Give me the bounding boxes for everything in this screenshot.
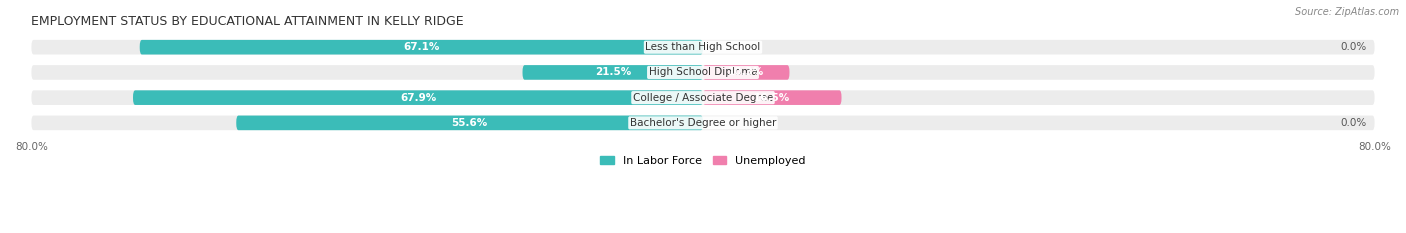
- Text: 55.6%: 55.6%: [451, 118, 488, 128]
- Text: 0.0%: 0.0%: [1340, 42, 1367, 52]
- Text: Source: ZipAtlas.com: Source: ZipAtlas.com: [1295, 7, 1399, 17]
- FancyBboxPatch shape: [703, 90, 842, 105]
- FancyBboxPatch shape: [139, 40, 703, 55]
- Text: Bachelor's Degree or higher: Bachelor's Degree or higher: [630, 118, 776, 128]
- FancyBboxPatch shape: [31, 40, 1375, 55]
- Text: High School Diploma: High School Diploma: [648, 67, 758, 77]
- FancyBboxPatch shape: [31, 116, 1375, 130]
- FancyBboxPatch shape: [523, 65, 703, 80]
- Text: Less than High School: Less than High School: [645, 42, 761, 52]
- FancyBboxPatch shape: [703, 65, 789, 80]
- Text: 16.5%: 16.5%: [754, 93, 790, 103]
- FancyBboxPatch shape: [236, 116, 703, 130]
- Text: 21.5%: 21.5%: [595, 67, 631, 77]
- Text: 67.9%: 67.9%: [399, 93, 436, 103]
- FancyBboxPatch shape: [134, 90, 703, 105]
- Text: 10.3%: 10.3%: [728, 67, 765, 77]
- Legend: In Labor Force, Unemployed: In Labor Force, Unemployed: [596, 151, 810, 171]
- FancyBboxPatch shape: [31, 65, 1375, 80]
- Text: EMPLOYMENT STATUS BY EDUCATIONAL ATTAINMENT IN KELLY RIDGE: EMPLOYMENT STATUS BY EDUCATIONAL ATTAINM…: [31, 15, 464, 28]
- Text: 67.1%: 67.1%: [404, 42, 440, 52]
- Text: College / Associate Degree: College / Associate Degree: [633, 93, 773, 103]
- FancyBboxPatch shape: [31, 90, 1375, 105]
- Text: 0.0%: 0.0%: [1340, 118, 1367, 128]
